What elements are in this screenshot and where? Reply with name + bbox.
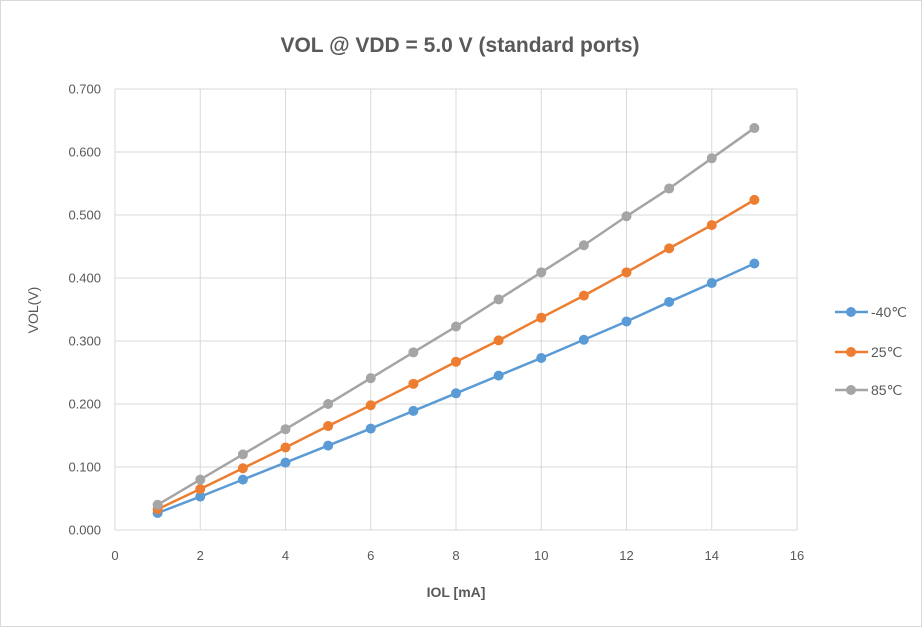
data-point	[280, 442, 291, 453]
y-tick-label: 0.300	[68, 334, 101, 349]
data-point	[408, 378, 419, 389]
data-point	[664, 183, 675, 194]
x-tick-label: 14	[705, 548, 719, 563]
data-point	[237, 463, 248, 474]
y-tick-label: 0.100	[68, 460, 101, 475]
data-point	[578, 240, 589, 251]
y-tick-label: 0.400	[68, 271, 101, 286]
data-point	[493, 370, 504, 381]
data-point	[621, 267, 632, 278]
data-point	[365, 373, 376, 384]
data-point	[706, 278, 717, 289]
x-tick-label: 10	[534, 548, 548, 563]
x-tick-label: 0	[111, 548, 118, 563]
y-tick-label: 0.500	[68, 208, 101, 223]
data-point	[408, 347, 419, 358]
gridlines	[114, 88, 798, 531]
legend-marker	[846, 307, 856, 317]
series-lines	[152, 123, 760, 518]
data-point	[749, 258, 760, 269]
data-point	[280, 424, 291, 435]
x-axis-label: IOL [mA]	[427, 584, 486, 600]
legend-item: 25℃	[835, 344, 902, 360]
data-point	[493, 335, 504, 346]
data-point	[451, 356, 461, 367]
data-point	[323, 440, 334, 451]
data-point	[195, 491, 206, 502]
data-point	[408, 405, 419, 416]
legend-marker	[846, 347, 856, 357]
data-point	[323, 399, 334, 409]
data-point	[365, 400, 376, 411]
data-point	[749, 194, 760, 205]
data-point	[237, 474, 248, 485]
y-axis-label: VOL(V)	[25, 287, 41, 334]
x-tick-label: 2	[197, 548, 204, 563]
data-point	[578, 334, 589, 345]
legend-label: 25℃	[871, 344, 902, 360]
data-point	[706, 153, 717, 164]
series-2	[152, 123, 760, 510]
x-tick-label: 6	[367, 548, 374, 563]
data-point	[323, 421, 334, 432]
data-point	[664, 296, 675, 307]
data-point	[749, 123, 760, 134]
legend-label: -40℃	[871, 304, 907, 320]
y-tick-label: 0.000	[68, 523, 101, 538]
legend-label: 85℃	[871, 382, 902, 398]
data-point	[664, 243, 675, 254]
legend-item: -40℃	[835, 304, 907, 320]
legend: -40℃ 25℃ 85℃	[835, 304, 907, 398]
chart-title: VOL @ VDD = 5.0 V (standard ports)	[280, 34, 639, 57]
data-point	[536, 267, 547, 278]
data-point	[451, 321, 461, 332]
data-point	[493, 294, 504, 305]
data-point	[451, 388, 461, 399]
x-tick-label: 16	[790, 548, 804, 563]
data-point	[195, 474, 206, 485]
y-tick-label: 0.700	[68, 82, 101, 97]
data-point	[706, 220, 717, 231]
y-tick-label: 0.200	[68, 397, 101, 412]
y-tick-label: 0.600	[68, 145, 101, 160]
data-point	[536, 353, 547, 364]
data-point	[536, 312, 547, 323]
series-1	[152, 194, 760, 515]
data-point	[237, 449, 248, 460]
data-point	[365, 423, 376, 434]
x-tick-label: 4	[282, 548, 289, 563]
data-point	[280, 457, 291, 468]
data-point	[578, 290, 589, 301]
data-point	[152, 499, 163, 510]
legend-marker	[846, 385, 856, 395]
x-tick-label: 8	[452, 548, 459, 563]
x-tick-label: 12	[619, 548, 633, 563]
data-point	[621, 211, 632, 222]
tick-labels: 0.000 0.100 0.200 0.300 0.400 0.500 0.600 0.700…	[68, 82, 804, 564]
data-point	[195, 484, 206, 495]
legend-item: 85℃	[835, 382, 902, 398]
data-point	[621, 316, 632, 327]
